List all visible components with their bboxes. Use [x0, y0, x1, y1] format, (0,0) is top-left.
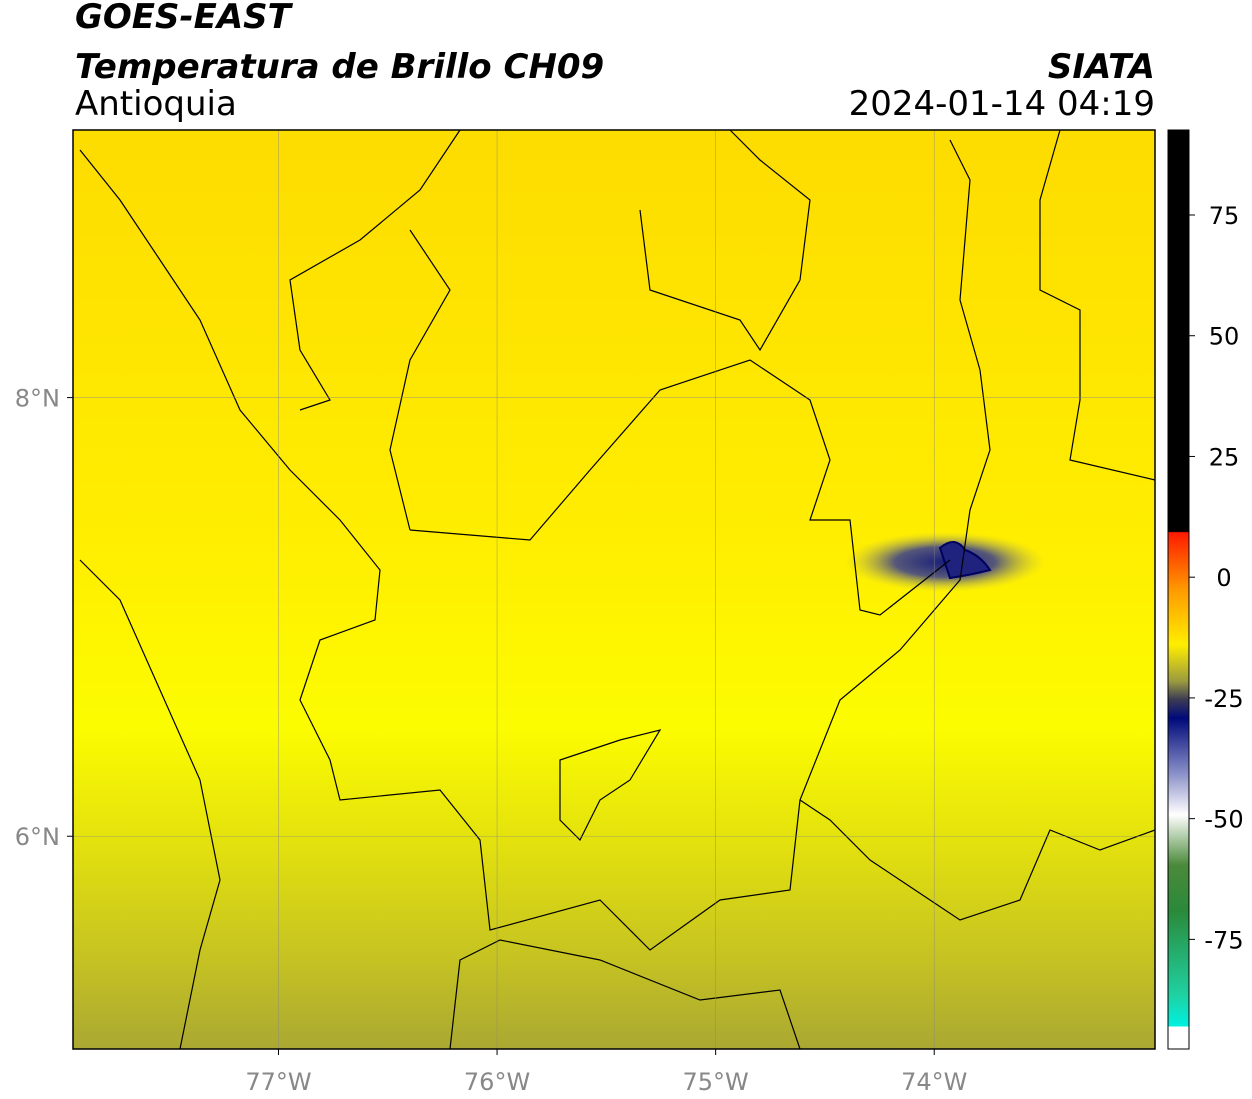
colorbar-tick-label: 75 [1209, 202, 1240, 230]
source: SIATA [1048, 47, 1155, 87]
datetime: 2024-01-14 04:19 [849, 84, 1155, 124]
lat-tick-label: 6°N [15, 823, 60, 851]
lon-tick-label: 76°W [464, 1068, 530, 1096]
colorbar-tick-label: 50 [1209, 323, 1240, 351]
cloud-core [938, 541, 992, 580]
colorbar-tick-label: 0 [1216, 564, 1231, 592]
map [73, 129, 1156, 1050]
region: Antioquia [75, 84, 237, 124]
colorbar-tick-label: 25 [1209, 443, 1240, 471]
lon-tick-label: 74°W [901, 1068, 967, 1096]
colorbar-tick-label: -50 [1204, 806, 1243, 834]
map-frame [72, 129, 1156, 1050]
lon-tick-label: 77°W [245, 1068, 311, 1096]
subtitle: Temperatura de Brillo CH09 [75, 47, 604, 87]
colorbar-tick-label: -25 [1204, 685, 1243, 713]
borders [79, 129, 1156, 1050]
map-background [73, 130, 1155, 1049]
colorbar [1167, 129, 1190, 1050]
colorbar-tick-label: -75 [1204, 926, 1243, 954]
title: GOES-EAST [75, 0, 294, 37]
lat-tick-label: 8°N [15, 385, 60, 413]
lon-tick-label: 75°W [683, 1068, 749, 1096]
